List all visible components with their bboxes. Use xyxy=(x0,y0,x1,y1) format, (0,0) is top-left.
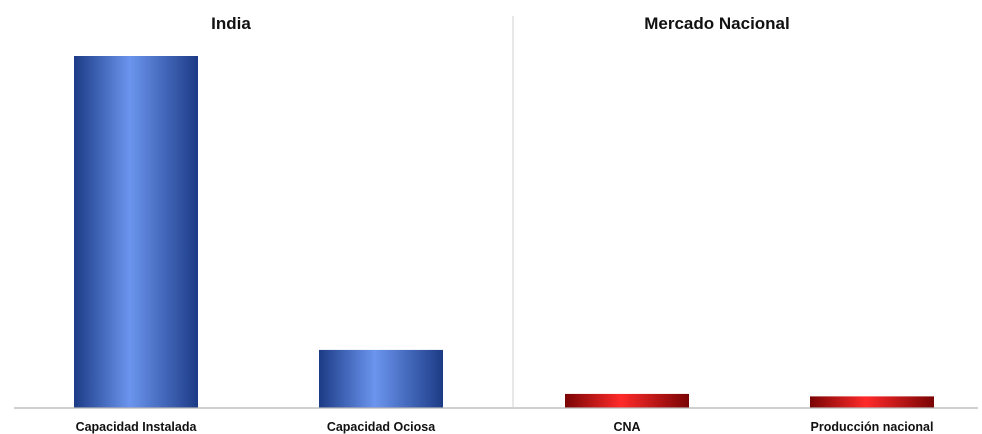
bar-cna xyxy=(565,393,689,408)
bar-capacidad-instalada xyxy=(74,56,198,408)
group-title-india: India xyxy=(211,14,251,33)
bar-produccion-nacional xyxy=(810,396,934,408)
category-label-capacidad-instalada: Capacidad Instalada xyxy=(76,420,198,434)
bars-layer xyxy=(74,56,934,408)
bar-capacidad-ociosa xyxy=(319,349,443,408)
category-label-capacidad-ociosa: Capacidad Ociosa xyxy=(327,420,436,434)
group-title-mercado-nacional: Mercado Nacional xyxy=(644,14,790,33)
category-label-produccion-nacional: Producción nacional xyxy=(811,420,934,434)
category-label-cna: CNA xyxy=(613,420,640,434)
